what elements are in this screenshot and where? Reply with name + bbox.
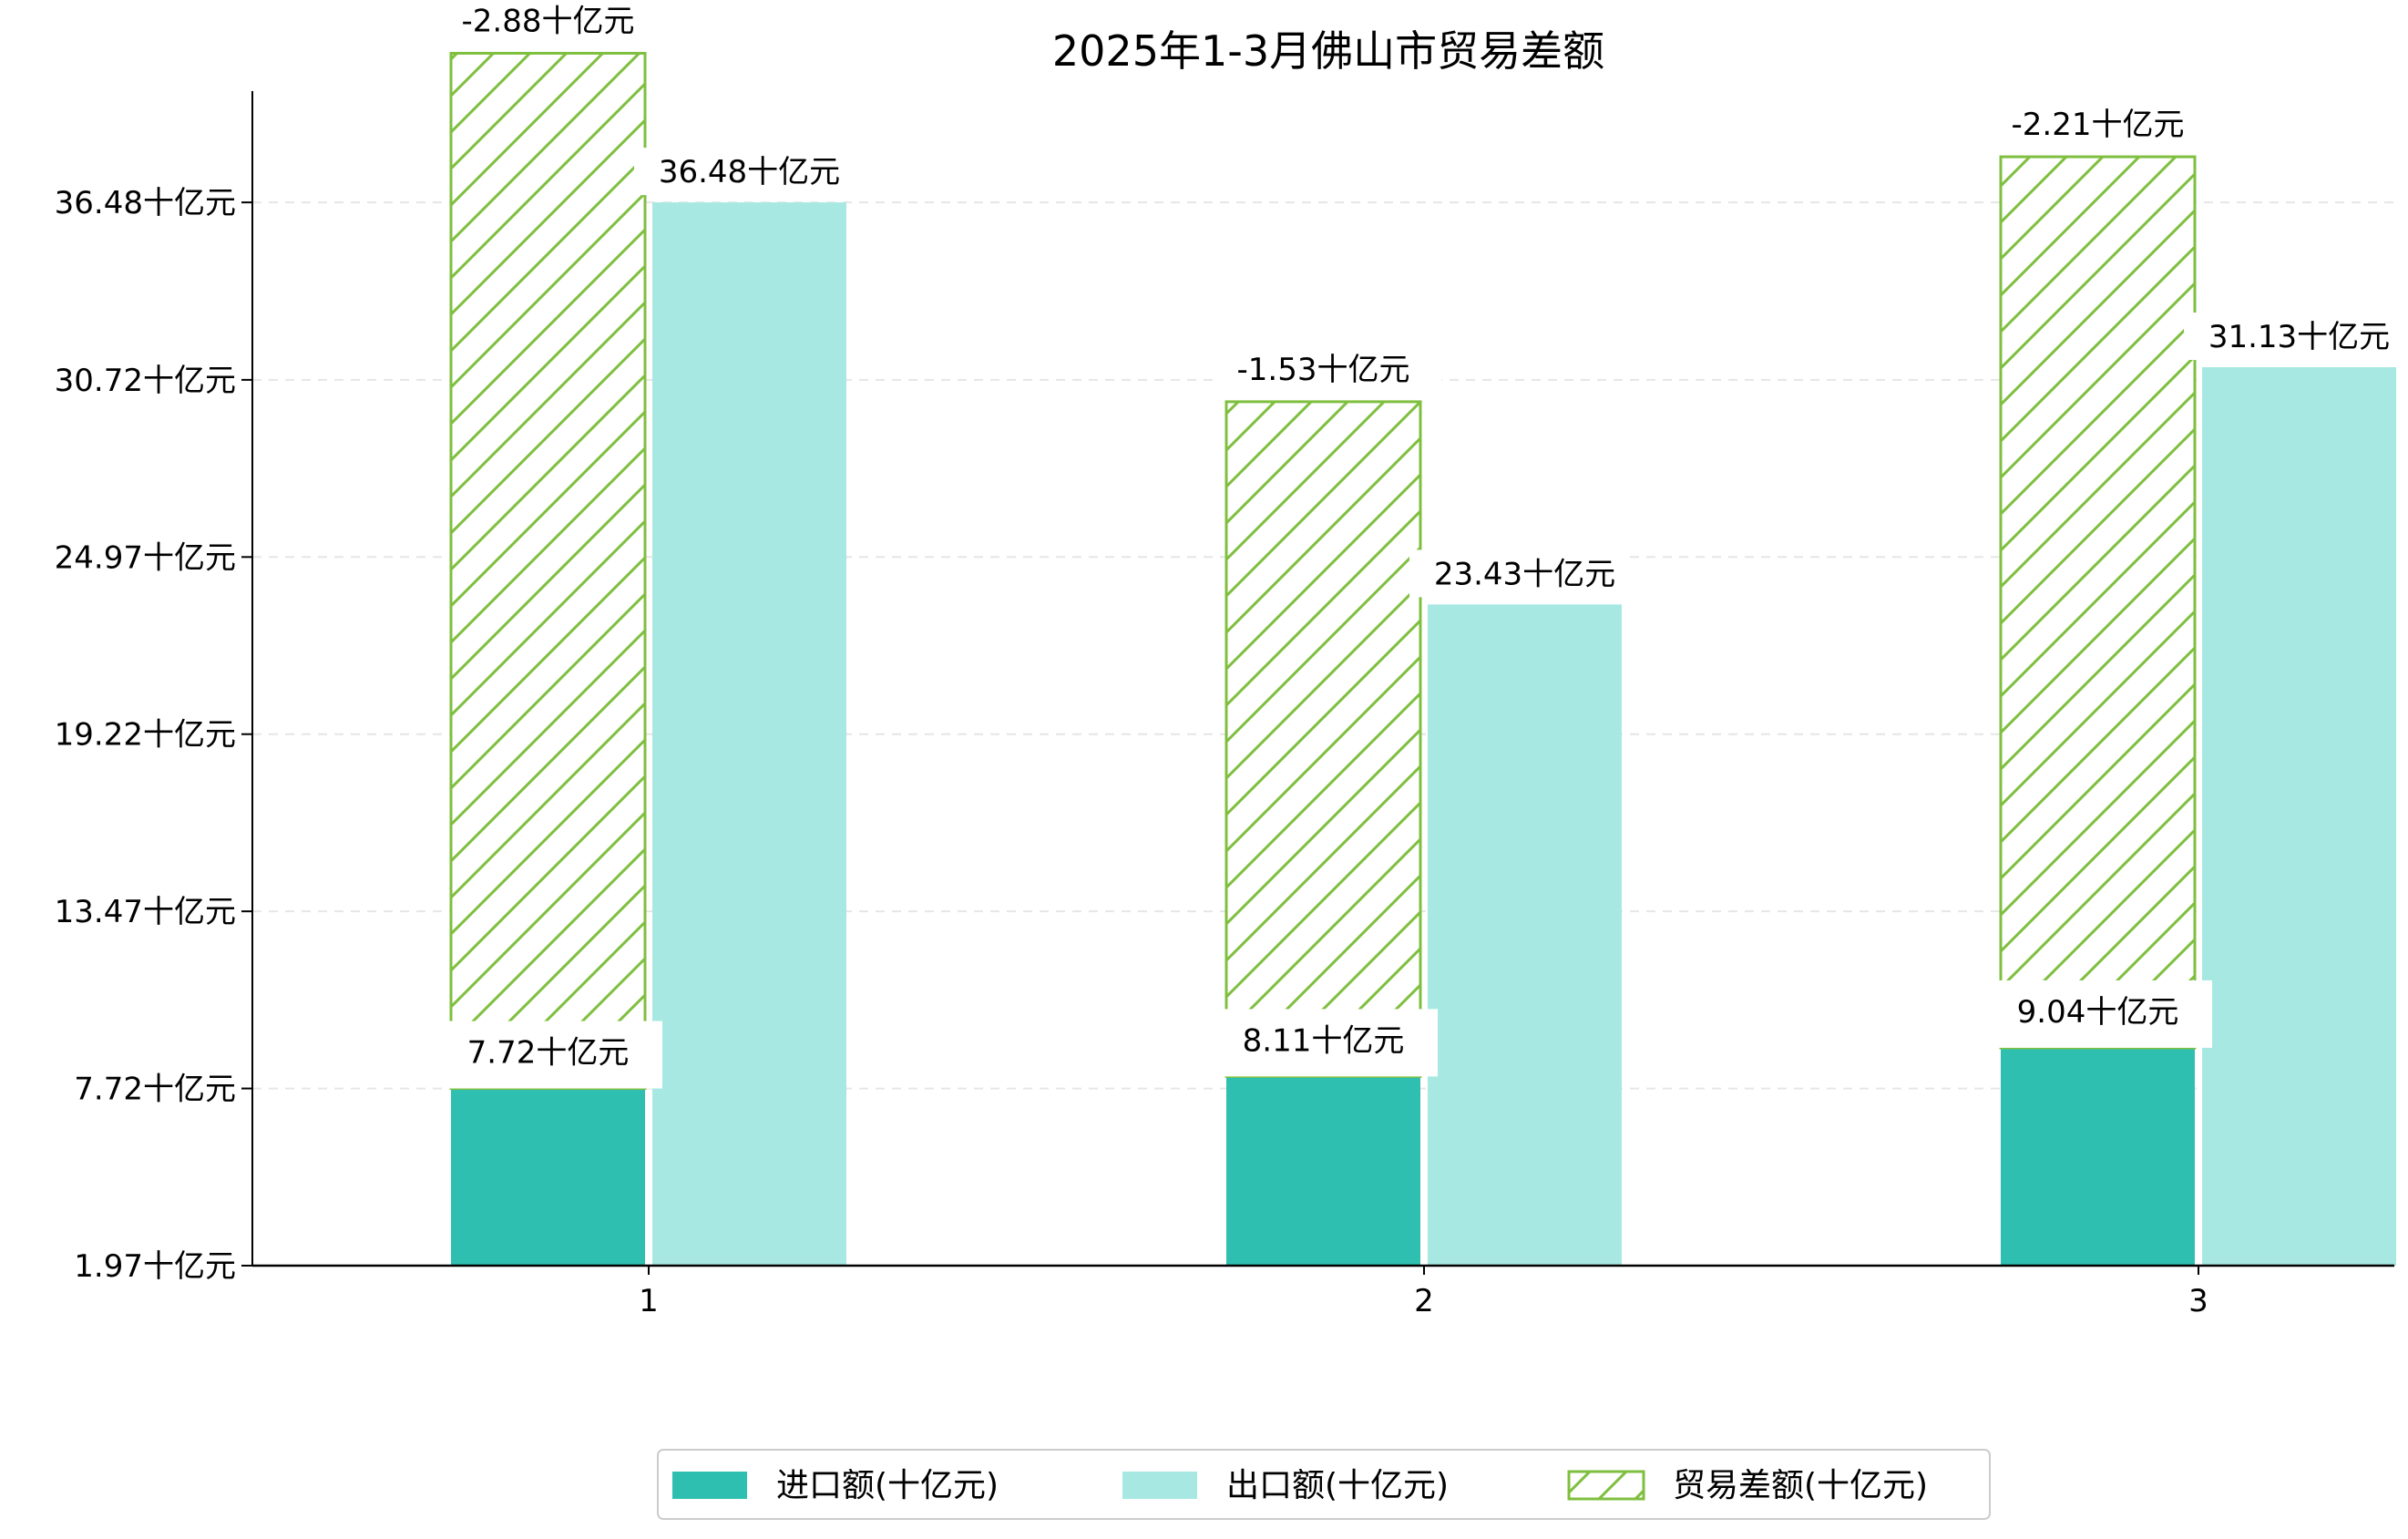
export-bar bbox=[652, 202, 846, 1266]
export-label-box bbox=[2184, 313, 2399, 361]
export-data-label: 23.43十亿元 bbox=[1434, 556, 1615, 592]
trade-balance-bar bbox=[1224, 400, 1422, 1078]
x-tick-label: 3 bbox=[2188, 1283, 2208, 1319]
legend-trade-balance-label: 贸易差额(十亿元) bbox=[1673, 1467, 1928, 1504]
legend-frame bbox=[657, 1449, 1991, 1520]
legend-export-label: 出口额(十亿元) bbox=[1226, 1467, 1449, 1504]
import-label-box bbox=[1993, 980, 2212, 1048]
y-tick-label: 1.97十亿元 bbox=[74, 1248, 236, 1285]
import-bar bbox=[1226, 1076, 1420, 1266]
import-data-label: 8.11十亿元 bbox=[1243, 1022, 1405, 1059]
import-label-box bbox=[1219, 1009, 1438, 1077]
export-bar bbox=[1428, 604, 1622, 1266]
x-tick-label: 1 bbox=[639, 1283, 659, 1319]
trade-balance-data-label: -2.88十亿元 bbox=[462, 3, 635, 39]
import-label-box bbox=[444, 1021, 662, 1089]
legend-import-swatch bbox=[672, 1472, 747, 1499]
legend-trade-balance-swatch bbox=[1567, 1470, 1645, 1501]
y-tick-label: 30.72十亿元 bbox=[55, 363, 236, 399]
import-data-label: 7.72十亿元 bbox=[467, 1035, 630, 1072]
trade-balance-label-box bbox=[1217, 343, 1441, 400]
legend-import-label: 进口额(十亿元) bbox=[776, 1467, 999, 1504]
trade-balance-bar bbox=[1999, 155, 2197, 1050]
chart-title: 2025年1-3月佛山市贸易差额 bbox=[1052, 26, 1604, 76]
export-label-box bbox=[634, 148, 849, 196]
export-bar bbox=[2202, 367, 2396, 1266]
export-data-label: 31.13十亿元 bbox=[2208, 319, 2390, 355]
import-bar bbox=[451, 1088, 645, 1266]
trade-balance-data-label: -2.21十亿元 bbox=[2012, 107, 2185, 143]
import-bar bbox=[2001, 1047, 2195, 1266]
y-tick-label: 13.47十亿元 bbox=[55, 894, 236, 930]
y-tick-label: 24.97十亿元 bbox=[55, 539, 236, 576]
trade-balance-bar bbox=[449, 51, 647, 1091]
trade-balance-data-label: -1.53十亿元 bbox=[1237, 352, 1410, 388]
export-label-box bbox=[1409, 549, 1624, 598]
export-data-label: 36.48十亿元 bbox=[659, 154, 840, 190]
trade-balance-label-box bbox=[1992, 98, 2216, 156]
legend-export-swatch bbox=[1122, 1472, 1197, 1499]
y-tick-label: 7.72十亿元 bbox=[74, 1072, 236, 1108]
y-tick-label: 36.48十亿元 bbox=[55, 185, 236, 221]
import-data-label: 9.04十亿元 bbox=[2017, 994, 2179, 1031]
x-tick-label: 2 bbox=[1414, 1283, 1434, 1319]
legend: 进口额(十亿元) 出口额(十亿元) 贸易差额(十亿元) bbox=[657, 1449, 1991, 1520]
y-tick-label: 19.22十亿元 bbox=[55, 717, 236, 754]
trade-balance-label-box bbox=[442, 0, 666, 52]
